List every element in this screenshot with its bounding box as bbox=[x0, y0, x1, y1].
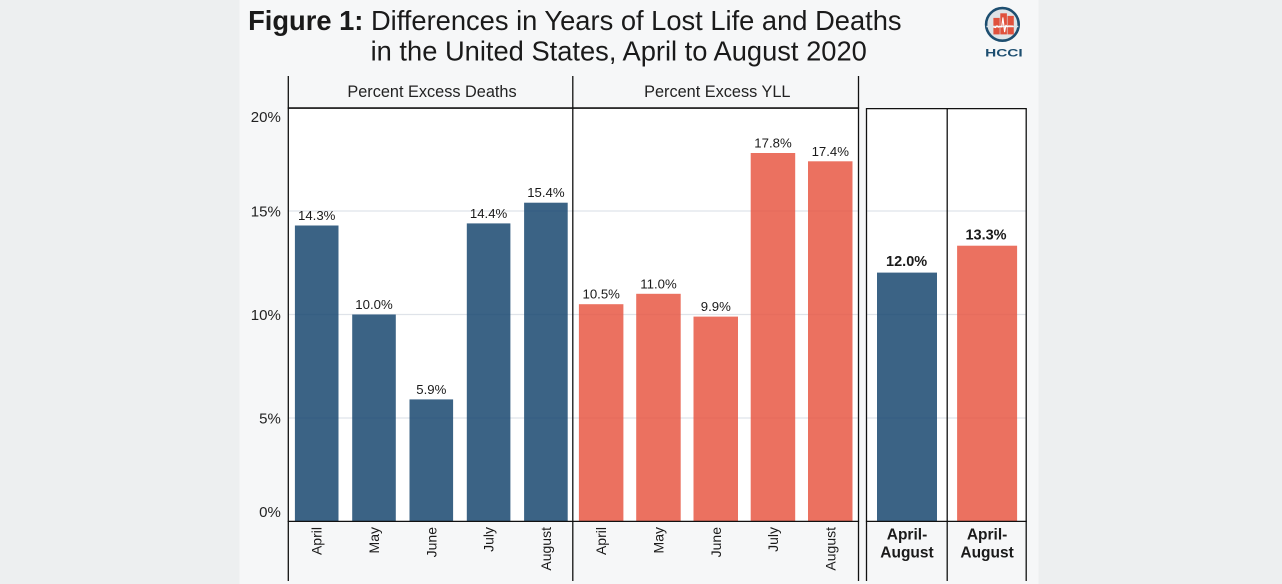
svg-text:17.8%: 17.8% bbox=[754, 136, 792, 151]
svg-text:0%: 0% bbox=[259, 504, 281, 521]
svg-text:August: August bbox=[538, 527, 554, 571]
svg-text:14.3%: 14.3% bbox=[298, 208, 336, 223]
svg-text:10.0%: 10.0% bbox=[355, 297, 393, 312]
svg-text:April: April bbox=[309, 527, 325, 555]
svg-text:HCCI: HCCI bbox=[985, 48, 1023, 60]
svg-text:July: July bbox=[765, 527, 781, 552]
svg-text:May: May bbox=[366, 527, 382, 553]
svg-text:5.9%: 5.9% bbox=[416, 382, 446, 397]
svg-text:15.4%: 15.4% bbox=[527, 185, 565, 200]
svg-text:15%: 15% bbox=[251, 204, 281, 221]
svg-text:July: July bbox=[481, 527, 497, 552]
svg-text:17.4%: 17.4% bbox=[812, 144, 850, 159]
svg-text:14.4%: 14.4% bbox=[470, 206, 508, 221]
svg-text:9.9%: 9.9% bbox=[701, 299, 731, 314]
svg-text:13.3%: 13.3% bbox=[965, 227, 1006, 243]
svg-text:April: April bbox=[593, 527, 609, 555]
svg-text:10%: 10% bbox=[251, 307, 281, 324]
svg-text:10.5%: 10.5% bbox=[582, 287, 620, 302]
svg-text:August: August bbox=[960, 545, 1013, 562]
svg-text:Figure 1: Differences in Years: Figure 1: Differences in Years of Lost L… bbox=[248, 5, 901, 36]
svg-text:Percent Excess YLL: Percent Excess YLL bbox=[644, 83, 790, 101]
svg-text:Percent Excess Deaths: Percent Excess Deaths bbox=[347, 83, 516, 101]
svg-text:5%: 5% bbox=[259, 411, 281, 428]
svg-text:20%: 20% bbox=[251, 109, 281, 126]
svg-text:June: June bbox=[423, 527, 439, 558]
svg-text:May: May bbox=[651, 527, 667, 553]
svg-text:June: June bbox=[708, 527, 724, 558]
svg-text:12.0%: 12.0% bbox=[886, 254, 927, 270]
svg-text:in the United States, April to: in the United States, April to August 20… bbox=[371, 35, 867, 66]
svg-text:April-: April- bbox=[887, 527, 927, 544]
svg-text:April-: April- bbox=[967, 527, 1007, 544]
svg-text:11.0%: 11.0% bbox=[640, 276, 677, 291]
svg-text:August: August bbox=[880, 545, 933, 562]
svg-text:August: August bbox=[822, 527, 838, 571]
